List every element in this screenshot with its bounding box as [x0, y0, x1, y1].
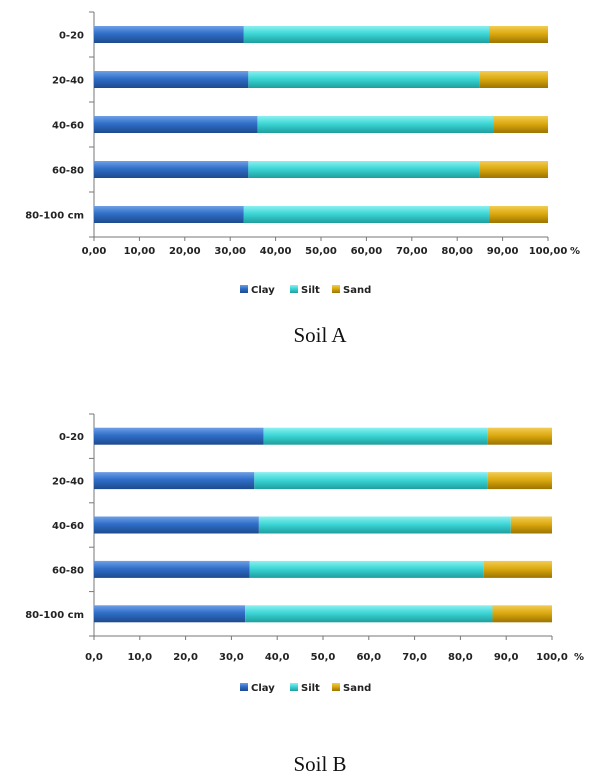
bar-sand-3: [483, 560, 552, 578]
legend-label-clay: Clay: [251, 285, 275, 296]
x-tick-label: 40,00: [260, 246, 292, 257]
chart-caption: Soil B: [293, 752, 346, 773]
legend-label-sand: Sand: [343, 285, 371, 296]
bar-silt-3: [249, 560, 484, 578]
x-tick-label: 10,0: [127, 652, 152, 663]
x-tick-label: 20,0: [173, 652, 198, 663]
x-tick-label: 90,0: [494, 652, 519, 663]
x-tick-label: 60,00: [351, 246, 383, 257]
bar-sand-3: [479, 161, 548, 178]
x-tick-label: 100,0: [536, 652, 568, 663]
x-tick-label: 20,00: [169, 246, 201, 257]
bar-clay-3: [94, 161, 249, 178]
category-label: 60-80: [52, 565, 84, 576]
bar-silt-4: [245, 605, 493, 623]
legend-label-sand: Sand: [343, 683, 371, 694]
bar-clay-4: [94, 206, 244, 223]
x-tick-label: 0,0: [85, 652, 103, 663]
category-label: 80-100 cm: [25, 610, 84, 621]
bar-clay-0: [94, 26, 244, 43]
x-tick-label: 10,00: [124, 246, 156, 257]
bar-sand-4: [488, 206, 548, 223]
bar-sand-4: [492, 605, 552, 623]
soil-a-chart: 0-20 20-40 40-60 60-80 80-100 cm 0,00 10,00 20,…: [25, 11, 580, 347]
bar-clay-2: [94, 516, 259, 534]
legend-swatch-silt: [290, 285, 298, 293]
bar-silt-3: [248, 161, 480, 178]
x-tick-label: 80,00: [441, 246, 473, 257]
legend-swatch-silt: [290, 683, 298, 691]
bar-sand-2: [493, 116, 548, 133]
category-label: 40-60: [52, 121, 84, 132]
bar-sand-2: [510, 516, 552, 534]
bar-clay-0: [94, 427, 264, 445]
bar-sand-0: [488, 26, 548, 43]
x-tick-label: 100,00: [529, 246, 568, 257]
category-label: 0-20: [59, 31, 84, 42]
category-label: 80-100 cm: [25, 211, 84, 222]
x-tick-label: 50,0: [311, 652, 336, 663]
x-tick-label: 70,0: [402, 652, 427, 663]
legend-label-silt: Silt: [301, 285, 320, 296]
bar-sand-1: [479, 71, 548, 88]
bar-clay-3: [94, 560, 250, 578]
x-unit-label: %: [574, 652, 584, 663]
bar-silt-0: [243, 26, 489, 43]
bar-sand-0: [487, 427, 552, 445]
bar-silt-1: [248, 71, 480, 88]
x-tick-label: 70,00: [396, 246, 428, 257]
bar-silt-4: [243, 206, 489, 223]
legend-swatch-clay: [240, 285, 248, 293]
legend-swatch-clay: [240, 683, 248, 691]
x-unit-label: %: [570, 246, 580, 257]
x-tick-label: 30,0: [219, 652, 244, 663]
x-tick-label: 50,00: [305, 246, 337, 257]
x-tick-label: 80,0: [448, 652, 473, 663]
category-label: 0-20: [59, 432, 84, 443]
bar-silt-1: [254, 472, 488, 490]
x-tick-label: 0,00: [82, 246, 107, 257]
bar-silt-2: [258, 516, 511, 534]
bar-clay-1: [94, 71, 249, 88]
legend-swatch-sand: [332, 285, 340, 293]
bar-clay-4: [94, 605, 246, 623]
bar-clay-1: [94, 472, 255, 490]
legend-label-clay: Clay: [251, 683, 275, 694]
x-tick-label: 90,00: [487, 246, 519, 257]
bar-silt-2: [257, 116, 494, 133]
legend-swatch-sand: [332, 683, 340, 691]
category-label: 40-60: [52, 521, 84, 532]
bar-silt-0: [263, 427, 488, 445]
bar-sand-1: [487, 472, 552, 490]
soil-b-chart: 0-20 20-40 40-60 60-80 80-100 cm 0,0 10,0 20,0 3…: [25, 413, 584, 773]
chart-caption: Soil A: [293, 323, 347, 347]
category-label: 20-40: [52, 477, 84, 488]
x-tick-label: 40,0: [265, 652, 290, 663]
bar-clay-2: [94, 116, 258, 133]
category-label: 20-40: [52, 76, 84, 87]
x-tick-label: 60,0: [356, 652, 381, 663]
legend-label-silt: Silt: [301, 683, 320, 694]
x-tick-label: 30,00: [214, 246, 246, 257]
category-label: 60-80: [52, 166, 84, 177]
